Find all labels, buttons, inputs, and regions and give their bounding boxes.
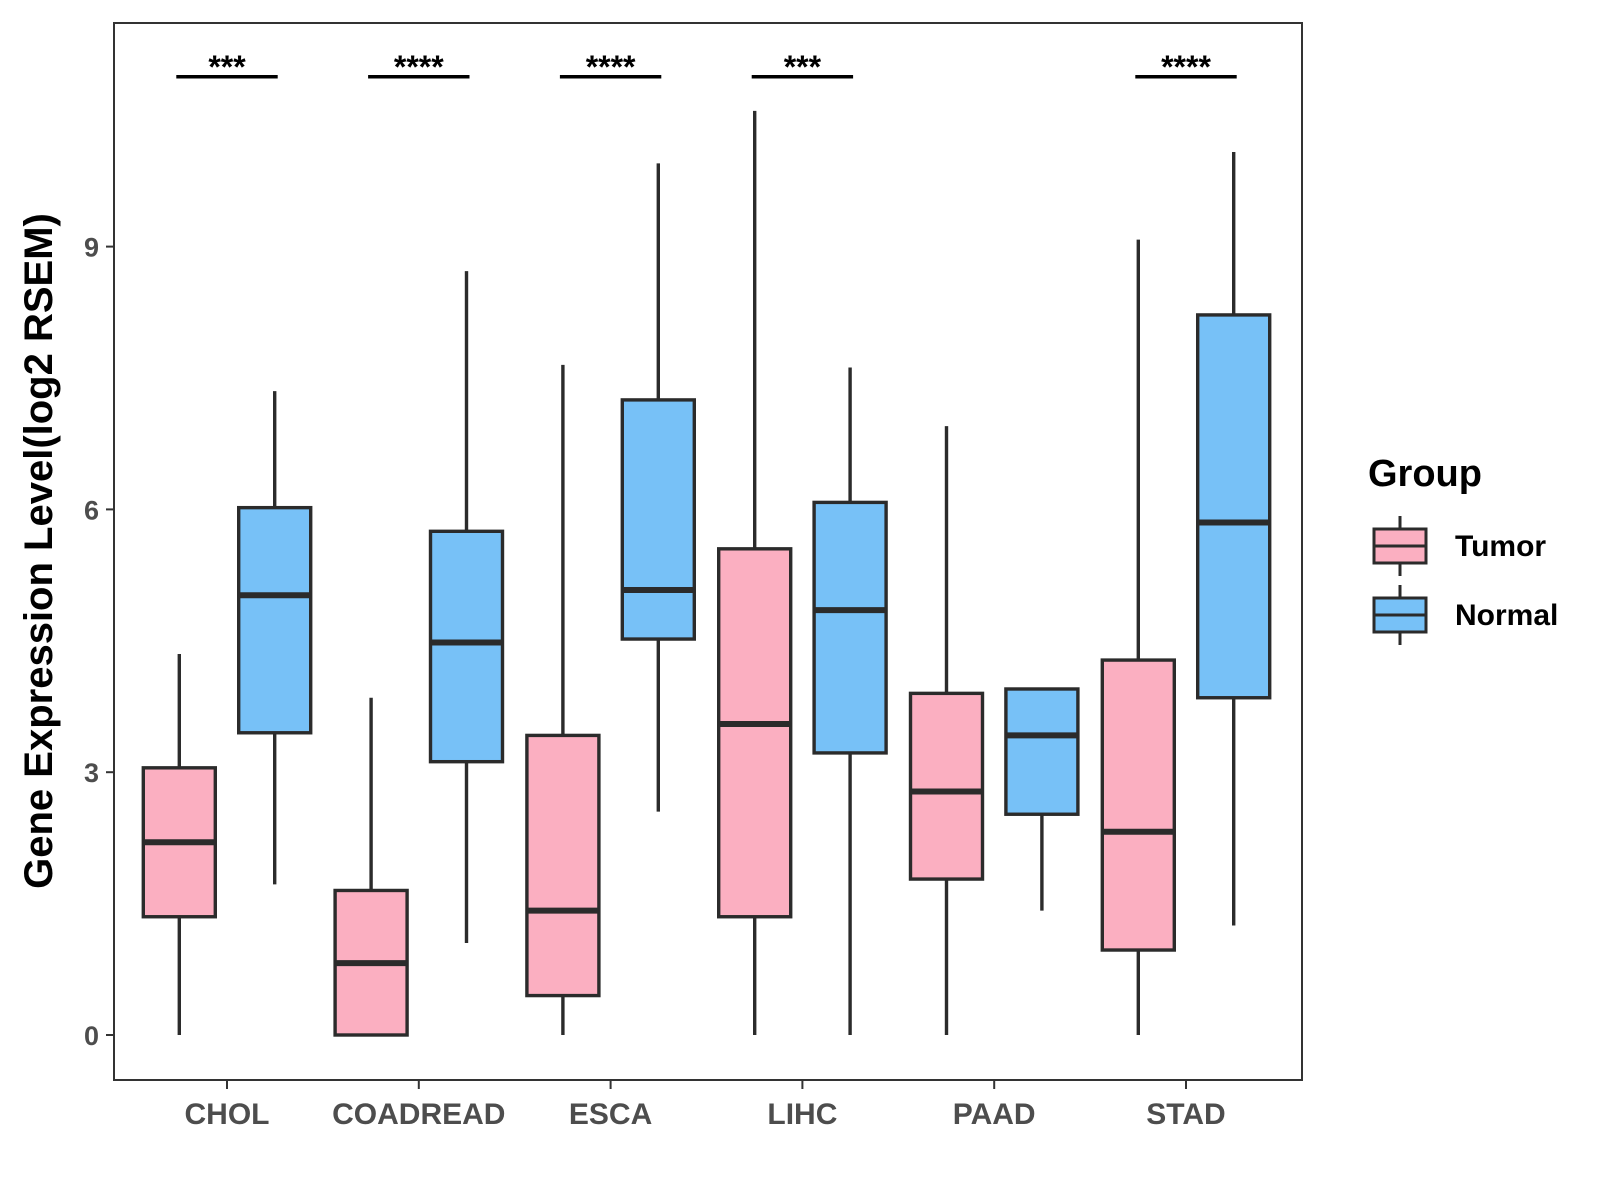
x-tick-label: ESCA xyxy=(569,1098,652,1131)
legend-items: Tumor Normal xyxy=(1372,516,1558,645)
box-tumor-esca xyxy=(525,364,601,1035)
legend-label: Normal xyxy=(1455,599,1558,632)
significance-label: *** xyxy=(208,49,246,85)
x-tick-label: COADREAD xyxy=(332,1098,505,1131)
box-normal-paad xyxy=(1004,687,1080,911)
box-iqr xyxy=(620,398,696,641)
box-tumor-coadread xyxy=(333,697,409,1037)
box-normal-lihc xyxy=(812,367,888,1035)
boxes-layer xyxy=(141,110,1272,1037)
y-tick-label: 6 xyxy=(84,495,99,525)
y-axis-title: Gene Expression Level(log2 RSEM) xyxy=(17,213,61,889)
box-normal-chol xyxy=(236,391,313,885)
significance-label: **** xyxy=(394,49,444,85)
box-tumor-paad xyxy=(908,426,985,1035)
box-tumor-chol xyxy=(141,653,218,1035)
x-tick-label: PAAD xyxy=(953,1098,1036,1131)
y-tick-label: 3 xyxy=(84,758,99,788)
significance-label: *** xyxy=(784,49,822,85)
significance-label: **** xyxy=(586,49,636,85)
box-iqr xyxy=(525,733,601,998)
significance-layer: *** **** **** *** **** xyxy=(176,49,1237,85)
box-iqr xyxy=(812,500,888,755)
box-normal-coadread xyxy=(428,271,505,944)
legend-title: Group xyxy=(1368,453,1482,495)
box-iqr xyxy=(236,505,313,735)
y-tick-label: 9 xyxy=(84,233,99,263)
x-axis: CHOL COADREAD ESCA LIHC PAAD STAD xyxy=(185,1080,1226,1131)
box-iqr xyxy=(717,547,793,919)
x-tick-label: CHOL xyxy=(185,1098,270,1131)
x-tick-label: LIHC xyxy=(767,1098,837,1131)
box-tumor-stad xyxy=(1100,239,1177,1035)
legend-item-normal: Normal xyxy=(1372,585,1558,645)
y-tick-label: 0 xyxy=(84,1021,99,1051)
box-iqr xyxy=(1004,687,1080,816)
significance-label: **** xyxy=(1161,49,1211,85)
legend: Group Tumor Normal xyxy=(1368,453,1558,645)
y-axis: 0 3 6 9 xyxy=(84,233,114,1051)
box-normal-stad xyxy=(1195,151,1272,926)
box-tumor-lihc xyxy=(717,110,793,1035)
legend-item-tumor: Tumor xyxy=(1372,516,1546,576)
box-iqr xyxy=(1100,658,1177,952)
box-iqr xyxy=(428,529,505,764)
legend-label: Tumor xyxy=(1455,530,1546,563)
box-iqr xyxy=(908,691,985,881)
box-normal-esca xyxy=(620,163,696,812)
x-tick-label: STAD xyxy=(1146,1098,1225,1131)
box-iqr xyxy=(1195,313,1272,700)
